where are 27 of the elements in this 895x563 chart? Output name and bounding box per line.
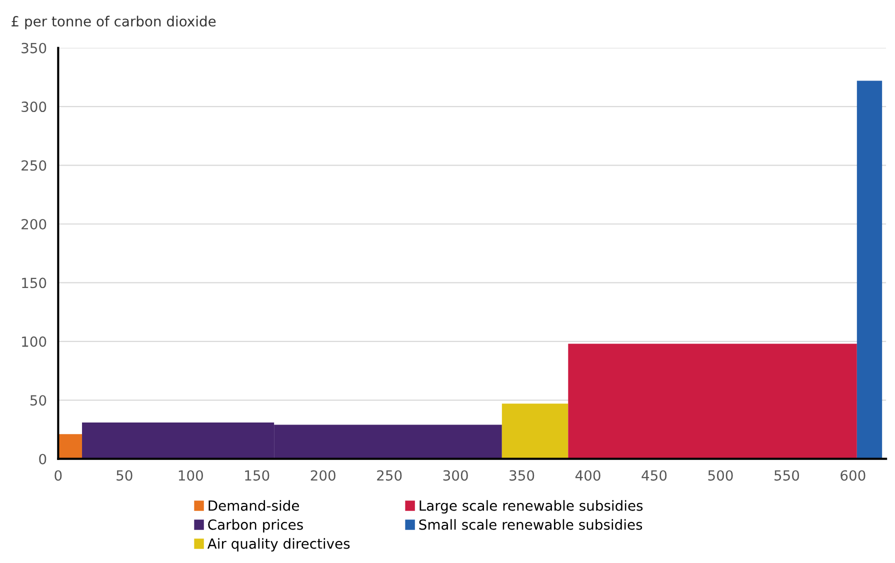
legend-label: Small scale renewable subsidies (419, 519, 642, 530)
x-tick-label: 150 (245, 470, 270, 481)
legend-label: Air quality directives (207, 538, 350, 552)
x-tick-label: 500 (708, 470, 733, 481)
y-tick-label: 50 (30, 395, 46, 406)
x-tick-label: 550 (774, 470, 800, 481)
x-tick-label: 600 (840, 470, 866, 481)
y-tick-label: 200 (22, 218, 46, 230)
y-tick-label: 0 (39, 454, 46, 464)
x-tick-label: 100 (178, 470, 203, 481)
x-tick-label: 0 (54, 470, 62, 481)
y-tick-label: 100 (22, 336, 46, 347)
x-tick-label: 50 (116, 470, 132, 481)
x-tick-label: 300 (443, 470, 468, 481)
legend-label: Carbon prices (208, 519, 303, 533)
y-tick-label: 150 (22, 278, 46, 288)
x-tick-label: 400 (575, 470, 600, 481)
legend-label: Demand-side (208, 500, 299, 511)
x-tick-label: 250 (377, 470, 402, 481)
x-tick-label: 450 (642, 470, 667, 481)
y-tick-label: 300 (22, 102, 46, 112)
y-tick-label: 350 (22, 42, 46, 54)
y-tick-label: 250 (22, 160, 46, 171)
x-tick-label: 350 (510, 470, 534, 481)
x-tick-label: 200 (310, 470, 336, 481)
y-axis-title: £ per tonne of carbon dioxide (12, 16, 216, 30)
legend-label: Large scale renewable subsidies (420, 500, 643, 514)
